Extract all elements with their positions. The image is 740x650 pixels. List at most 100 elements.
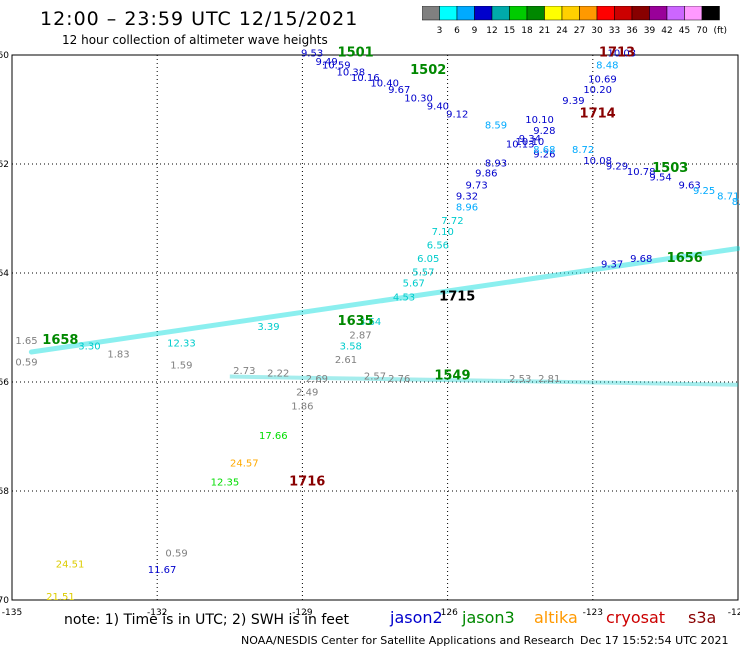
wave-height-point: 24.51: [56, 559, 85, 570]
page-title: 12:00 – 23:59 UTC 12/15/2021: [40, 8, 359, 30]
lat-tick-label: -60: [0, 51, 9, 61]
legend-swatch: [701, 6, 720, 21]
satellite-legend-item: jason3: [462, 608, 515, 627]
legend-tick-label: 3: [437, 26, 443, 36]
wave-height-point: 2.61: [335, 355, 357, 366]
wave-height-point: 2.57: [364, 371, 386, 382]
wave-height-point: 8.97: [732, 197, 740, 208]
wave-height-point: 9.40: [427, 102, 449, 113]
wave-height-point: 9.29: [606, 161, 628, 172]
pass-time-label: 1656: [667, 251, 703, 266]
lat-tick-label: -70: [0, 596, 9, 606]
wave-height-point: 24.57: [230, 458, 259, 469]
wave-height-point: 2.76: [388, 374, 410, 385]
wave-height-point: 2.49: [296, 388, 318, 399]
wave-height-point: 8.71: [717, 191, 739, 202]
wave-height-point: 10.59: [322, 61, 351, 72]
map-frame: [11, 54, 739, 601]
pass-time-label: 1635: [338, 314, 374, 329]
wave-height-point: 9.49: [315, 57, 337, 68]
track-trace: [229, 374, 739, 387]
wave-height-point: 9.32: [456, 191, 478, 202]
legend-tick-label: 18: [521, 26, 533, 36]
pass-time-label: 1501: [338, 46, 374, 61]
wave-height-point: 10.20: [583, 85, 612, 96]
wave-height-point: 6.56: [427, 240, 449, 251]
legend-tick-label: 24: [556, 26, 568, 36]
wave-height-point: 10.40: [370, 79, 399, 90]
satellite-legend-item: s3a: [688, 608, 717, 627]
pass-time-label: 1658: [42, 333, 78, 348]
pass-time-label: 1716: [289, 475, 325, 490]
wave-height-point: 5.57: [412, 268, 434, 279]
wave-height-point: 2.22: [267, 369, 289, 380]
wave-height-point: 9.26: [533, 149, 555, 160]
legend-tick-label: 33: [609, 26, 620, 36]
wave-height-point: 12.35: [211, 478, 240, 489]
wave-height-point: 0.59: [165, 548, 187, 559]
legend-tick-label: 45: [679, 26, 690, 36]
wave-height-point: 8.59: [485, 121, 507, 132]
wave-height-point: 1.65: [15, 336, 37, 347]
wave-height-point: 9.37: [601, 260, 623, 271]
legend-tick-label: 21: [539, 26, 550, 36]
wave-height-point: 9.68: [630, 254, 652, 265]
wave-height-point: 2.73: [233, 366, 255, 377]
wave-height-point: 3.58: [340, 341, 362, 352]
color-scale-legend: 3 6 9 12 15 18 21 24 27 30 33 36 39 42 45 70 (ft): [422, 6, 728, 36]
wave-height-point: 21.51: [46, 592, 75, 603]
wave-height-point: 10.30: [404, 93, 433, 104]
wave-height-point: 9.63: [678, 181, 700, 192]
wave-height-point: 17.66: [259, 431, 288, 442]
legend-tick-label: 27: [574, 26, 585, 36]
pass-time-label: 1503: [652, 161, 688, 176]
credit-line: NOAA/NESDIS Center for Satellite Applica…: [241, 634, 575, 647]
wave-height-point: 3.64: [359, 317, 381, 328]
page-subtitle: 12 hour collection of altimeter wave hei…: [62, 33, 328, 47]
legend-tick-label: 15: [504, 26, 515, 36]
wave-height-point: 2.69: [306, 374, 328, 385]
wave-height-point: 0.59: [15, 358, 37, 369]
wave-height-point: 12.33: [167, 339, 196, 350]
wave-height-point: 8.93: [485, 159, 507, 170]
lon-tick-label: -129: [292, 608, 313, 618]
legend-tick-label: 30: [591, 26, 603, 36]
lat-tick-label: -66: [0, 378, 9, 388]
wave-height-point: 9.34: [519, 134, 541, 145]
wave-height-point: 8.96: [456, 202, 478, 213]
wave-height-point: 6.05: [417, 254, 439, 265]
wave-height-point: 8.48: [596, 61, 618, 72]
wave-height-point: 8.68: [533, 145, 555, 156]
wave-height-point: 9.25: [693, 186, 715, 197]
pass-time-label: 1713: [599, 46, 635, 61]
wave-height-point: 9.67: [388, 85, 410, 96]
wave-height-point: 3.30: [78, 341, 100, 352]
legend-unit-label: (ft): [714, 26, 728, 36]
wave-height-point: 10.16: [351, 73, 380, 84]
legend-tick-label: 9: [472, 26, 478, 36]
legend-tick-label: 42: [661, 26, 672, 36]
wave-height-point: 5.67: [403, 279, 425, 290]
lon-tick-label: -120: [728, 608, 740, 618]
lat-tick-label: -68: [0, 487, 9, 497]
wave-height-point: 9.39: [562, 96, 584, 107]
lat-tick-label: -62: [0, 160, 9, 170]
wave-height-point: 1.59: [170, 360, 192, 371]
wave-height-point: 4.53: [393, 292, 415, 303]
wave-height-point: 2.87: [349, 330, 371, 341]
wave-height-point: 10.78: [627, 167, 656, 178]
wave-height-point: 2.53: [509, 374, 531, 385]
wave-height-point: 10.03: [608, 49, 637, 60]
wave-height-point: 8.72: [572, 145, 594, 156]
pass-time-label: 1502: [410, 63, 446, 78]
wave-height-point: 10.10: [516, 137, 545, 148]
satellite-legend-item: jason2: [390, 608, 443, 627]
wave-height-point: 3.39: [257, 322, 279, 333]
legend-tick-label: 6: [454, 26, 460, 36]
wave-height-point: 10.13: [506, 140, 535, 151]
footnote: note: 1) Time is in UTC; 2) SWH is in fe…: [64, 612, 350, 628]
pass-time-label: 1715: [439, 289, 475, 304]
pass-time-label: 1549: [434, 368, 470, 383]
wave-height-point: 10.08: [583, 156, 612, 167]
legend-tick-label: 12: [486, 26, 497, 36]
